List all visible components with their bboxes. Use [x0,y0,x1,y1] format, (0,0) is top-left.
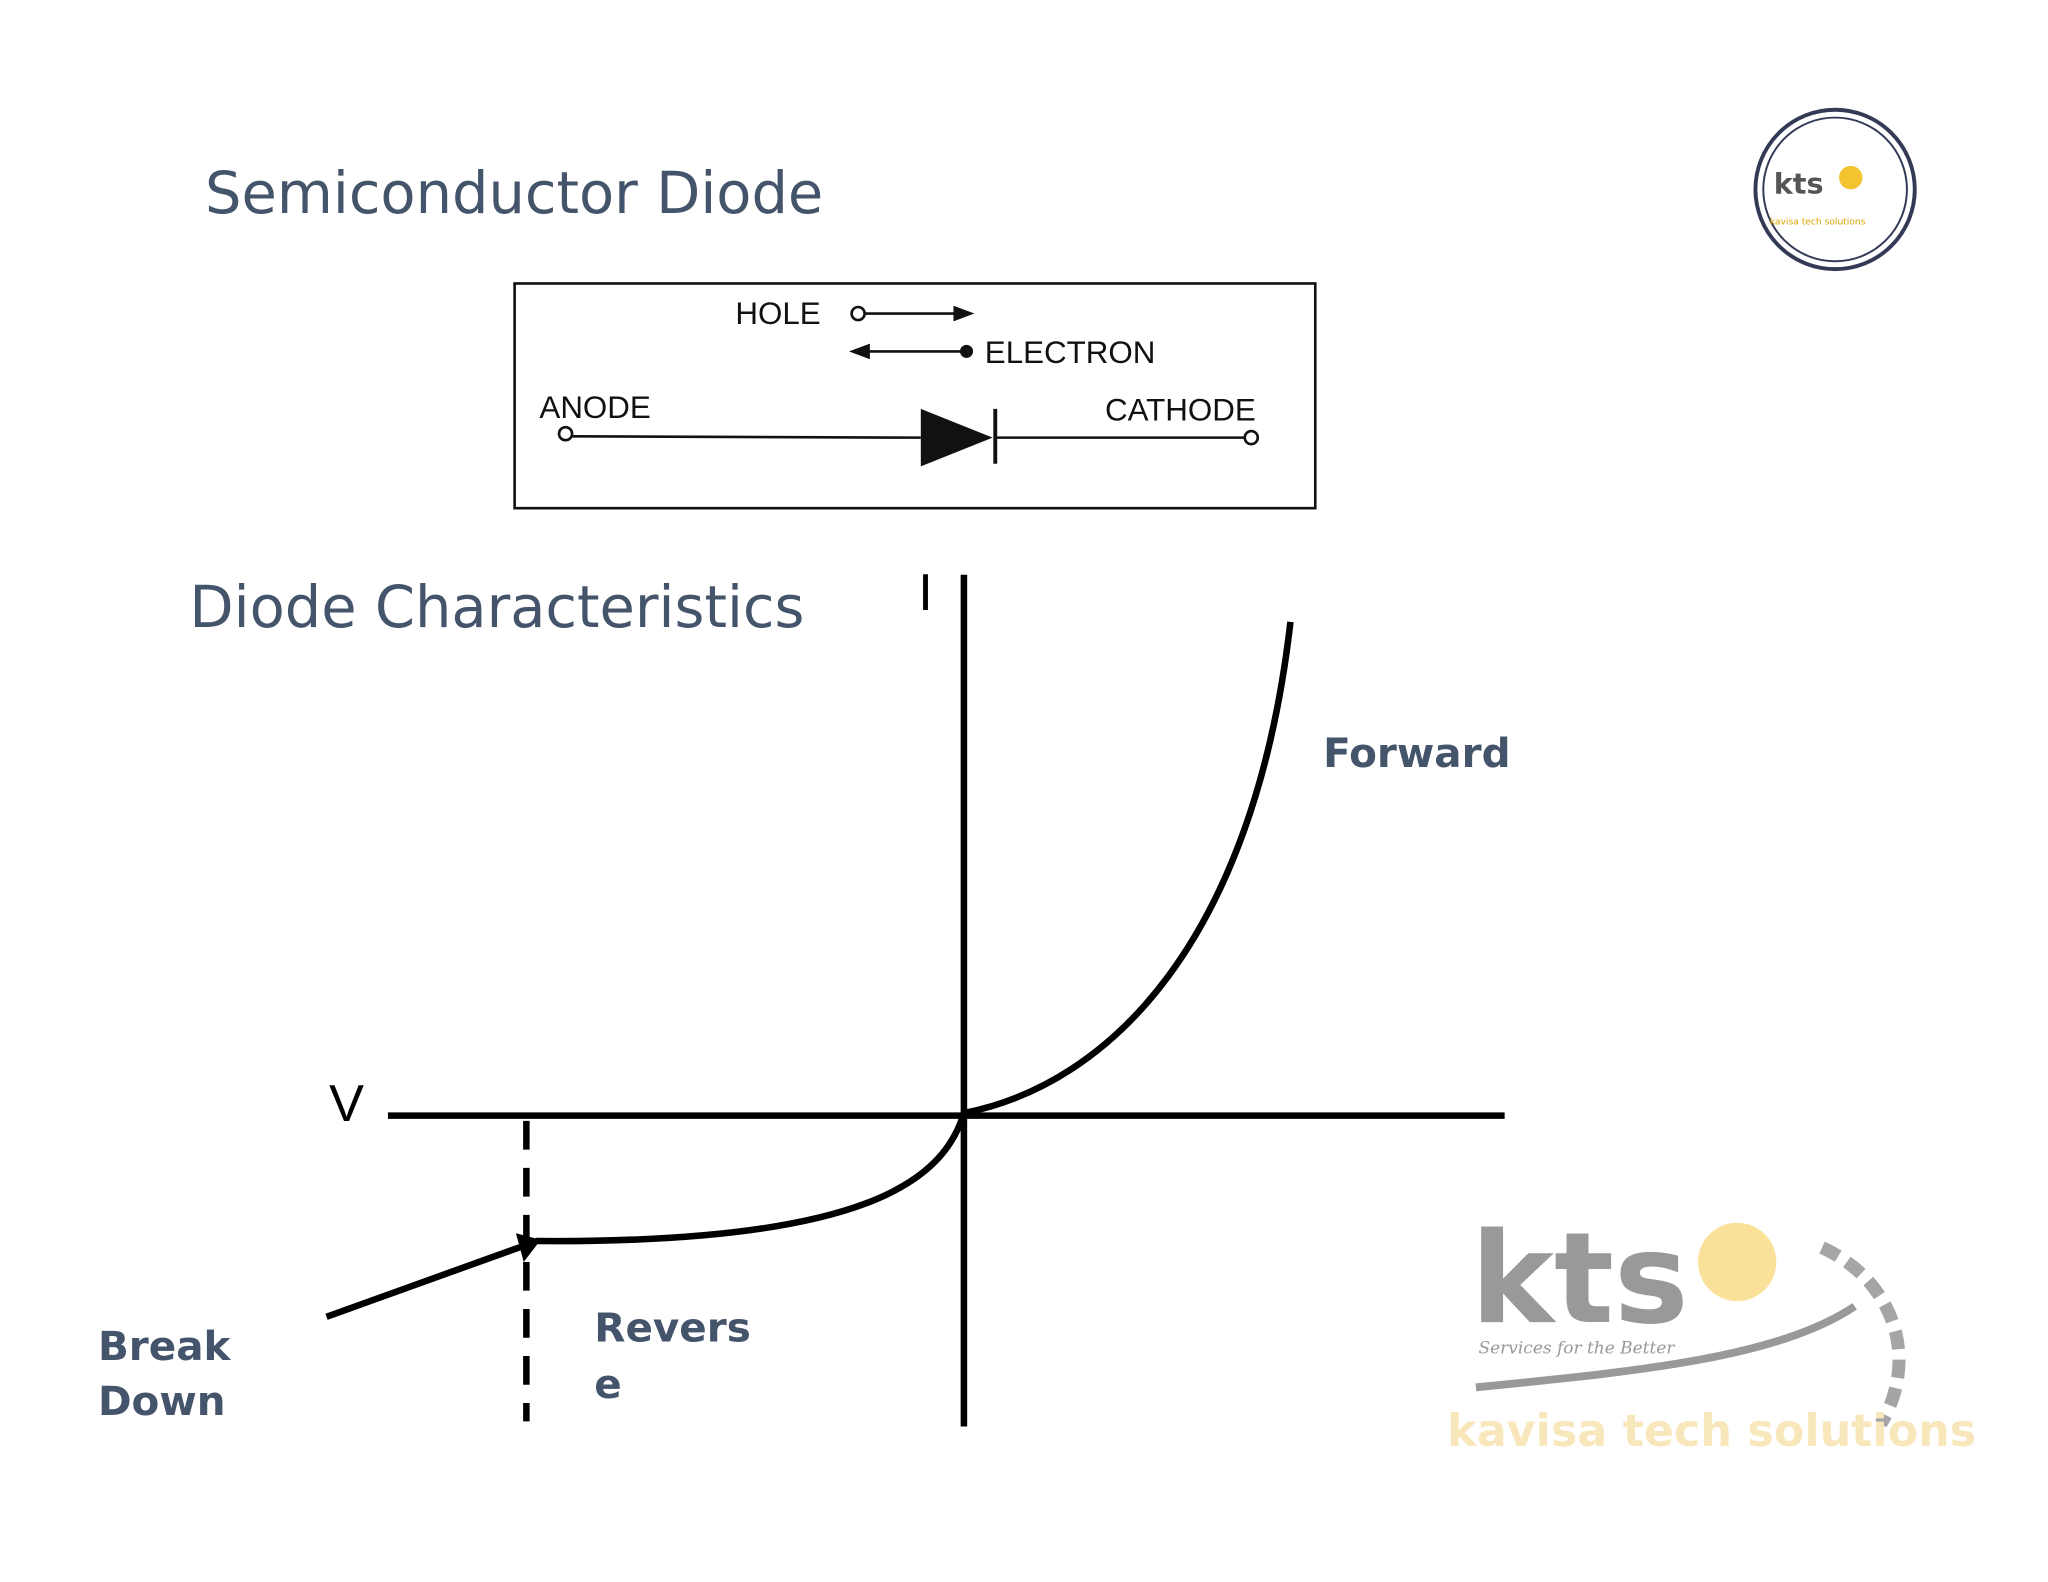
current-label: I [918,564,933,622]
logo-small: kts kavisa tech solutions [1753,107,1917,272]
breakdown-label: Break [98,1322,232,1370]
anode-wire [572,435,921,439]
reverse-label: Revers [594,1304,751,1352]
subtitle: Diode Characteristics [189,574,804,641]
cathode-terminal [1243,429,1260,446]
logo-company: kavisa tech solutions [1447,1406,1976,1457]
electron-label: ELECTRON [985,335,1156,370]
forward-label: Forward [1323,729,1510,777]
hole-dot [850,305,866,322]
logo-sun [1839,165,1863,190]
voltage-label: V [329,1075,364,1133]
logo-text: kts [1471,1206,1689,1352]
breakdown-pointer [325,1243,524,1320]
diode-box: HOLE ELECTRON ANODE CATHODE [513,282,1317,510]
logo-company: kavisa tech solutions [1770,218,1866,228]
anode-terminal [557,425,574,442]
logo-swoosh [1475,1303,1857,1392]
breakdown-arrowhead [515,1233,541,1262]
cathode-label: CATHODE [1105,393,1256,428]
logo-ring-inner [1762,116,1908,263]
breakdown-label: Down [98,1377,226,1425]
diode-triangle [920,408,993,467]
forward-curve [963,621,1294,1117]
logo-large: kts Services for the Better kavisa tech … [1447,1206,1976,1457]
electron-arrowhead [848,343,870,360]
reverse-curve [535,1112,968,1245]
logo-sun [1697,1222,1777,1302]
iv-curve: I V Forward Revers e Break Down [98,564,1511,1427]
hole-label: HOLE [735,296,820,331]
box-frame [513,282,1317,510]
logo-ring [1753,107,1917,272]
title: Semiconductor Diode [205,160,823,227]
logo-tagline: Services for the Better [1479,1338,1676,1358]
reverse-label: e [594,1360,621,1408]
logo-road [1819,1241,1906,1428]
logo-text: kts [1774,166,1824,200]
anode-label: ANODE [539,390,650,425]
hole-arrowhead [953,305,975,322]
